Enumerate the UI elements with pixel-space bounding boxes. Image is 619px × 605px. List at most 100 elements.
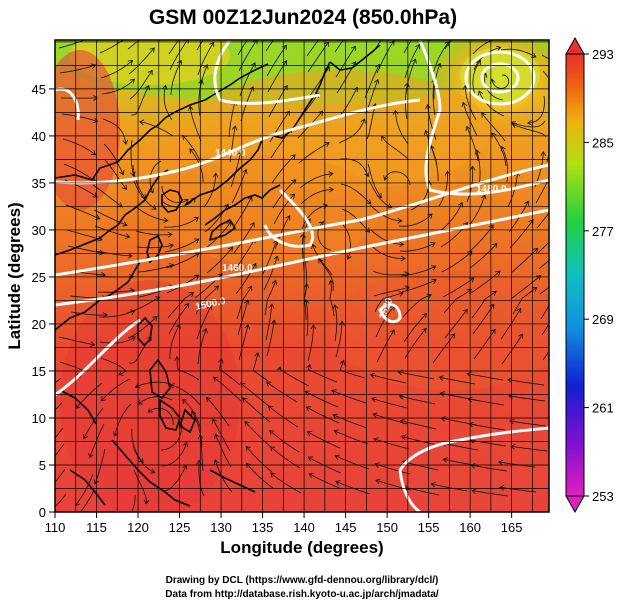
streamline <box>132 444 156 473</box>
streamline <box>61 113 98 122</box>
streamline-arrow <box>431 265 437 271</box>
streamline-arrow <box>492 242 498 249</box>
streamline <box>539 286 549 295</box>
streamline-arrow <box>507 377 513 383</box>
streamline-arrow <box>254 352 260 358</box>
streamline <box>432 41 450 75</box>
streamline-arrow <box>469 165 476 171</box>
streamline-arrow <box>509 418 515 425</box>
streamline-arrow <box>146 335 152 342</box>
streamline-arrow <box>389 329 395 335</box>
streamline-arrow <box>491 290 497 296</box>
streamline-arrow <box>540 151 547 157</box>
streamline-arrow <box>465 23 470 27</box>
streamline <box>131 428 144 463</box>
streamline <box>163 85 173 121</box>
streamline-arrow <box>533 247 539 253</box>
streamline-arrow <box>193 274 200 280</box>
streamline <box>381 135 410 161</box>
streamline <box>491 74 510 89</box>
streamline-arrow <box>516 307 522 314</box>
streamline-arrow <box>474 149 481 155</box>
streamline-arrow <box>328 171 334 177</box>
streamline-arrow <box>134 383 141 389</box>
streamline <box>93 209 128 226</box>
streamline <box>100 60 133 79</box>
streamline <box>509 420 547 427</box>
streamline-arrow <box>273 255 279 261</box>
streamline-arrow <box>400 255 406 262</box>
streamline <box>308 66 330 98</box>
streamline <box>331 390 367 404</box>
streamline <box>100 378 131 402</box>
colorbar-tick-label: 285 <box>592 135 614 150</box>
streamline <box>307 325 314 362</box>
streamline <box>466 126 479 162</box>
streamline-arrow <box>339 359 346 366</box>
streamline <box>402 294 432 318</box>
streamline <box>403 313 427 343</box>
streamline <box>79 489 95 512</box>
streamline-arrow <box>329 186 335 193</box>
streamline-arrow <box>252 40 258 45</box>
y-tick-label: 20 <box>32 317 46 332</box>
streamline <box>542 350 549 361</box>
streamline-arrow <box>496 45 502 52</box>
streamline-arrow <box>231 125 238 131</box>
x-axis: 110 115 120 125 130 135 140 145 150 155 160 165 <box>45 512 522 535</box>
streamline <box>236 285 253 320</box>
streamline <box>469 243 498 269</box>
streamline <box>542 70 549 79</box>
streamline <box>75 382 103 409</box>
streamline <box>507 379 545 386</box>
contour-line <box>55 318 141 397</box>
streamline-arrow <box>42 492 47 497</box>
streamline-arrow <box>535 275 542 281</box>
y-tick-label: 15 <box>32 364 46 379</box>
streamline-arrow <box>129 309 136 315</box>
streamline <box>399 242 436 252</box>
streamline <box>67 245 104 254</box>
streamline-arrow <box>528 219 534 225</box>
streamline-arrow <box>398 394 405 400</box>
streamline-arrow <box>430 242 436 248</box>
streamline-arrow <box>332 413 338 419</box>
streamline-arrow <box>559 330 563 335</box>
streamline <box>203 173 217 208</box>
streamline-arrow <box>121 184 127 191</box>
streamline <box>244 421 272 448</box>
y-tick-label: 30 <box>32 223 46 238</box>
streamline <box>214 434 232 468</box>
streamline-arrow <box>168 263 175 269</box>
streamline <box>238 324 249 361</box>
streamline <box>269 110 290 143</box>
streamline <box>133 180 157 210</box>
streamline-arrow <box>375 478 381 484</box>
streamline <box>473 329 496 360</box>
streamline-arrow <box>426 293 432 299</box>
streamline <box>512 286 537 315</box>
streamline-arrow <box>40 451 45 456</box>
streamline <box>472 303 495 335</box>
streamline <box>176 356 200 381</box>
streamline <box>265 40 274 52</box>
streamline <box>205 221 232 249</box>
streamline <box>464 85 477 121</box>
streamline-arrow <box>250 62 256 68</box>
streamline-arrow <box>269 446 276 452</box>
streamline <box>206 246 233 274</box>
streamline-arrow <box>335 480 341 486</box>
streamline-arrow <box>438 375 444 381</box>
streamline <box>270 127 293 159</box>
streamline-arrow <box>467 250 473 257</box>
streamline-arrow <box>74 515 79 520</box>
streamline <box>470 270 501 294</box>
streamline-arrow <box>168 243 174 249</box>
streamline <box>182 399 202 431</box>
streamline <box>103 143 124 175</box>
streamline <box>229 125 236 163</box>
streamline <box>232 196 253 229</box>
streamline <box>376 329 395 363</box>
streamline-arrow <box>118 370 124 376</box>
streamline <box>470 439 507 447</box>
